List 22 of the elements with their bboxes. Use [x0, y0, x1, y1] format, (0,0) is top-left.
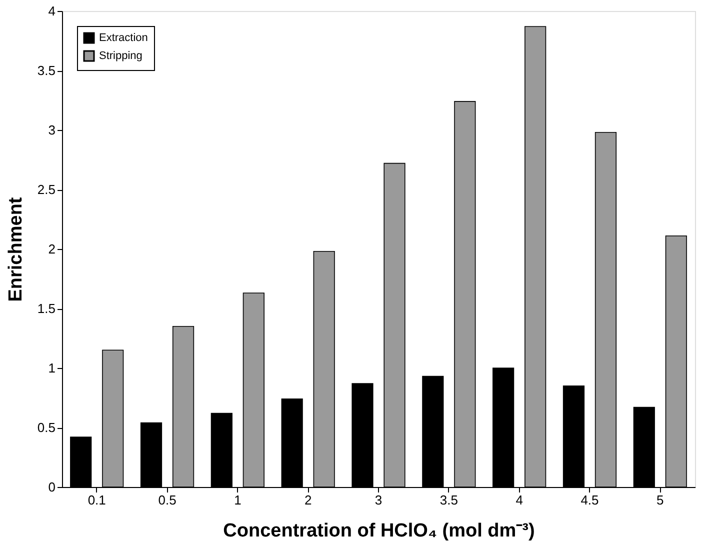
x-axis-title: Concentration of HClO₄ (mol dm⁻³)	[223, 520, 535, 542]
legend-label: Extraction	[99, 32, 148, 44]
x-tick-label: 1	[234, 492, 242, 508]
x-tick-label: 3	[374, 492, 382, 508]
y-tick-label: 1	[48, 360, 56, 376]
y-tick-label: 4	[48, 4, 56, 18]
y-tick-label: 3.5	[37, 63, 56, 78]
x-tick-label: 2	[304, 492, 312, 508]
x-tick-label: 4	[516, 492, 523, 508]
x-tick-label: 0.5	[158, 492, 176, 508]
y-tick-label: 0.5	[37, 420, 56, 435]
x-tick-label: 4.5	[580, 492, 599, 508]
y-tick-label: 0	[48, 480, 56, 494]
x-tick-label: 3.5	[440, 492, 458, 508]
y-tick-label: 1.5	[37, 301, 56, 316]
y-axis-title: Enrichment	[5, 196, 26, 302]
y-tick-label: 3	[48, 122, 56, 138]
y-tick-label: 2.5	[37, 182, 56, 197]
x-tick-label: 5	[656, 492, 664, 508]
legend-label: Stripping	[99, 50, 142, 62]
x-tick-label: 0.1	[88, 492, 106, 508]
y-tick-label: 2	[48, 242, 56, 256]
